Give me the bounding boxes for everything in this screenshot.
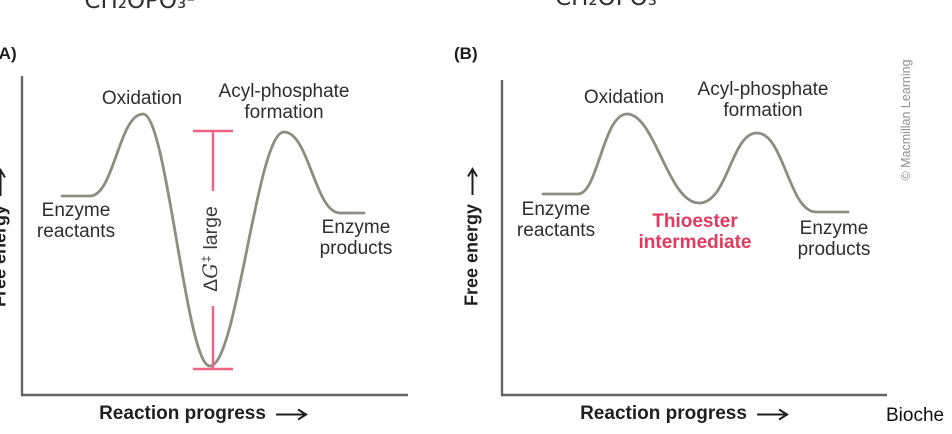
delta-symbol: Δ: [200, 278, 222, 292]
right-arrow-icon: [756, 408, 789, 420]
caption-text-fragment: Bioche: [886, 405, 945, 426]
thioester-intermediate-label: Thioester intermediate: [638, 211, 752, 253]
right-arrow-icon: [275, 408, 308, 420]
panel-b-axes: [500, 80, 887, 397]
panel-b-acyl-phosphate-label: Acyl-phosphate formation: [697, 79, 829, 121]
panel-a-formula-cropped: CH₂OPO₃²⁻: [84, 0, 208, 14]
panel-b-label: (B): [454, 44, 478, 63]
panel-a-energy-curve: [60, 112, 366, 368]
panel-a-enzyme-reactants-label: Enzyme reactants: [36, 200, 116, 242]
panel-b-energy-curve: [541, 112, 850, 214]
delta-g-large-label: Δ G ‡ large: [199, 206, 223, 292]
large-text: large: [200, 206, 222, 250]
panel-b-x-axis-label: Reaction progress: [580, 403, 790, 425]
panel-a-x-axis-label: Reaction progress: [99, 403, 309, 425]
up-arrow-icon: [0, 168, 6, 196]
panel-a-y-axis-label: Free energy: [0, 167, 11, 307]
panel-a-acyl-phosphate-label: Acyl-phosphate formation: [218, 81, 350, 123]
macmillan-learning-credit: © Macmillan Learning: [899, 59, 913, 181]
delta-g-bracket: [193, 129, 233, 371]
panel-b-formula-cropped: CH₂OPO₃: [555, 0, 657, 11]
g-symbol: G: [199, 263, 222, 279]
panel-b-oxidation-label: Oxidation: [583, 87, 665, 108]
panel-a-enzyme-products-label: Enzyme products: [319, 217, 393, 259]
panel-b-y-axis-label: Free energy: [462, 166, 483, 306]
up-arrow-icon: [466, 167, 478, 195]
panel-a-oxidation-label: Oxidation: [101, 88, 183, 109]
panel-b-enzyme-products-label: Enzyme products: [797, 218, 871, 260]
panel-b-enzyme-reactants-label: Enzyme reactants: [516, 199, 596, 241]
panel-a-axes: [20, 76, 408, 397]
double-dagger-symbol: ‡: [199, 255, 213, 263]
panel-a-label: (A): [0, 44, 17, 63]
